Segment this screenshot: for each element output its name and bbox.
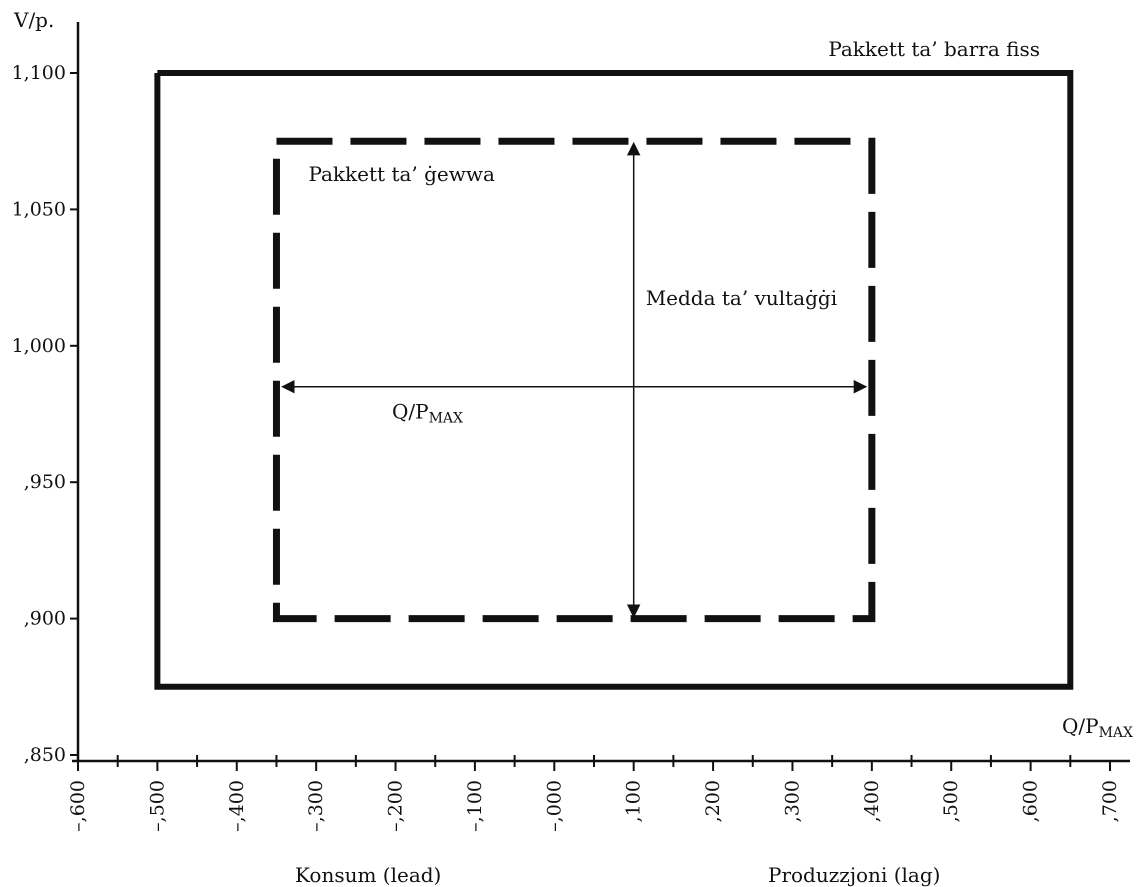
x-axis-title: Q/PMAX	[1062, 714, 1133, 741]
x-tick-label: –,600	[67, 780, 89, 832]
x-tick-label: ,200	[702, 780, 724, 822]
y-axis-title: V/p.	[13, 8, 54, 32]
x-axis-title-sub: MAX	[1099, 725, 1133, 741]
x-tick-label: ,400	[861, 780, 883, 822]
y-tick-label: ,950	[24, 471, 66, 493]
y-tick-label: ,850	[24, 744, 66, 766]
x-right-label: Produzzjoni (lag)	[768, 863, 940, 887]
x-tick-label: –,400	[226, 780, 248, 832]
x-tick-label: –,200	[385, 780, 407, 832]
x-tick-label: ,100	[623, 780, 645, 822]
x-axis-title-main: Q/P	[1062, 714, 1099, 738]
y-tick-label: ,900	[24, 608, 66, 630]
y-tick-label: 1,100	[12, 62, 66, 84]
q-range-label-sub: MAX	[429, 411, 463, 427]
x-left-label: Konsum (lead)	[295, 863, 441, 887]
x-tick-label: –,000	[543, 780, 565, 832]
x-tick-label: ,700	[1099, 780, 1121, 822]
x-tick-label: –,300	[305, 780, 327, 832]
x-tick-label: ,500	[940, 780, 962, 822]
x-tick-label: ,600	[1020, 780, 1042, 822]
y-tick-label: 1,050	[12, 198, 66, 220]
q-range-label: Q/PMAX	[392, 400, 463, 427]
voltage-range-label: Medda ta’ vultaġġi	[646, 286, 837, 310]
series-line-2	[272, 137, 876, 623]
series-line-1	[154, 70, 1074, 690]
series-label-inner: Pakkett ta’ ġewwa	[308, 162, 495, 186]
series-label-outer: Pakkett ta’ barra fiss	[828, 37, 1040, 61]
x-tick-label: –,100	[464, 780, 486, 832]
x-tick-label: ,300	[781, 780, 803, 822]
x-tick-label: –,500	[146, 780, 168, 832]
y-tick-label: 1,000	[12, 335, 66, 357]
